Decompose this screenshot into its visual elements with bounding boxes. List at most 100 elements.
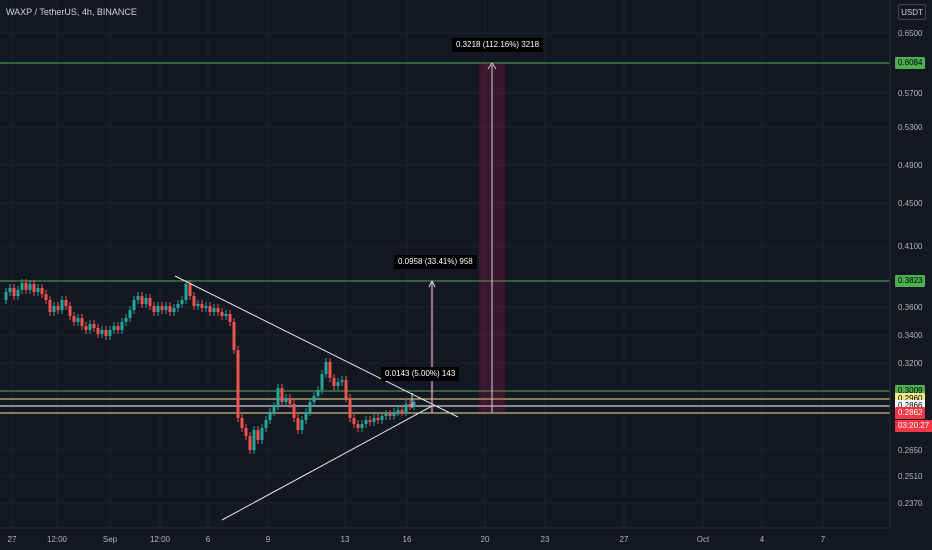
x-tick-label: 20 (481, 535, 490, 544)
candle-body (60, 300, 64, 310)
candle-body (72, 316, 76, 322)
candle-body (36, 288, 40, 292)
candle-body (128, 310, 132, 318)
candle-body (384, 414, 388, 416)
candle-body (16, 290, 20, 296)
candle-body (232, 322, 236, 350)
candle-body (20, 283, 24, 290)
x-tick-label: 7 (821, 535, 826, 544)
candle-body (184, 284, 188, 300)
candle-body (136, 296, 140, 300)
x-tick-label: 9 (266, 535, 271, 544)
measure-arrowhead (487, 62, 497, 70)
candle-body (40, 288, 44, 294)
y-tick-label: 0.4500 (898, 199, 923, 208)
candle-body (304, 412, 308, 420)
candle-body (220, 312, 224, 316)
candle-body (348, 398, 352, 418)
symbol-title[interactable]: WAXP / TetherUS, 4h, BINANCE (6, 7, 137, 17)
y-tick-label: 0.2650 (898, 446, 923, 455)
candle-body (100, 330, 104, 334)
candle-body (256, 430, 260, 440)
y-tick-label: 0.6500 (898, 29, 923, 38)
candle-body (240, 418, 244, 428)
candle-body (44, 294, 48, 300)
y-tick-label: 0.3400 (898, 331, 923, 340)
candle-body (172, 308, 176, 312)
x-tick-label: 27 (620, 535, 629, 544)
level-price-label: 0.6084 (895, 57, 926, 69)
current-price-label: 0.2862 (895, 407, 926, 419)
candle-body (88, 324, 92, 330)
candle-body (188, 284, 192, 296)
triangle-lower-trendline (221, 405, 433, 521)
candle-body (124, 318, 128, 322)
candle-body (356, 424, 360, 428)
y-tick-label: 0.2370 (898, 499, 923, 508)
candle-body (268, 412, 272, 420)
x-tick-label: 4 (760, 535, 765, 544)
candle-body (316, 390, 320, 396)
candle-countdown-label: 03:20:27 (895, 420, 932, 432)
candle-body (104, 330, 108, 336)
candle-body (296, 418, 300, 430)
candle-body (92, 324, 96, 328)
x-tick-label: 23 (541, 535, 550, 544)
x-tick-label: 27 (8, 535, 17, 544)
candle-body (264, 420, 268, 428)
candle-body (108, 330, 112, 336)
candle-body (328, 362, 332, 378)
candle-body (176, 304, 180, 308)
y-tick-label: 0.3200 (898, 359, 923, 368)
candle-body (148, 298, 152, 306)
candle-body (212, 308, 216, 312)
candle-body (144, 298, 148, 304)
candle-body (244, 428, 248, 436)
measurement-label: 0.3218 (112.16%) 3218 (452, 38, 544, 52)
candle-body (80, 318, 84, 326)
candle-body (204, 306, 208, 308)
candle-body (300, 420, 304, 430)
candle-body (48, 300, 52, 312)
candle-body (364, 420, 368, 424)
candle-body (140, 296, 144, 304)
candle-body (96, 328, 100, 334)
candle-body (380, 416, 384, 420)
candle-body (404, 404, 408, 412)
y-tick-label: 0.4900 (898, 161, 923, 170)
candle-body (180, 300, 184, 304)
candle-body (56, 306, 60, 310)
candle-body (192, 296, 196, 306)
candle-body (320, 374, 324, 390)
candle-body (200, 304, 204, 308)
candle-body (228, 314, 232, 322)
candle-body (164, 306, 168, 310)
currency-button[interactable]: USDT (898, 4, 926, 20)
chart-grid (0, 0, 890, 528)
x-tick-label: 12:00 (150, 535, 171, 544)
candle-body (412, 402, 416, 406)
candle-body (372, 418, 376, 422)
x-tick-label: Oct (697, 535, 710, 544)
candle-body (236, 350, 240, 418)
candle-body (156, 306, 160, 312)
candle-body (196, 304, 200, 306)
candle-body (224, 314, 228, 316)
candle-body (160, 306, 164, 310)
measure-arrowhead (428, 279, 436, 288)
triangle-upper-trendline (174, 275, 459, 418)
candle-body (336, 382, 340, 386)
x-tick-label: 12:00 (47, 535, 68, 544)
candle-body (68, 306, 72, 316)
candle-body (84, 326, 88, 330)
candle-body (376, 418, 380, 420)
horizontal-levels (0, 62, 890, 414)
candle-body (324, 362, 328, 374)
candle-body (248, 436, 252, 450)
measurement-label: 0.0143 (5.00%) 143 (381, 367, 460, 381)
y-tick-label: 0.3600 (898, 303, 923, 312)
candlestick-series (4, 279, 416, 454)
candle-body (168, 306, 172, 312)
candle-body (392, 412, 396, 416)
